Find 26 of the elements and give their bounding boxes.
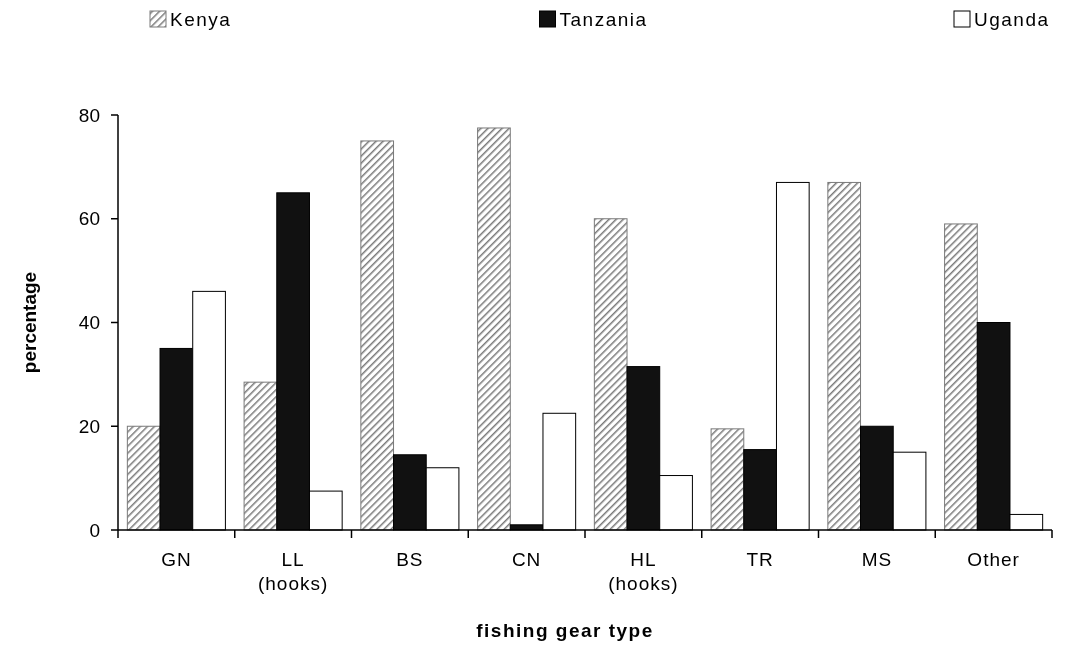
x-tick-label: GN: [161, 549, 192, 570]
x-tick-label: MS: [861, 549, 893, 570]
legend-label: Uganda: [974, 9, 1050, 30]
legend-label: Tanzania: [559, 9, 648, 30]
legend-label: Kenya: [170, 9, 232, 30]
bar: [477, 127, 511, 531]
x-tick-label: CN: [511, 549, 542, 570]
bar: [827, 181, 862, 531]
y-tick-label: 20: [78, 415, 100, 437]
bar: [944, 223, 978, 531]
bar: [243, 381, 278, 531]
y-axis-title: percentage: [19, 271, 40, 374]
y-tick-label: 80: [78, 104, 100, 126]
y-tick-label: 60: [78, 208, 100, 230]
x-tick-label: BS: [396, 549, 424, 570]
x-tick-label: TR: [746, 549, 774, 570]
x-axis-title: fishing gear type: [476, 620, 654, 641]
x-tick-label: LL (hooks): [257, 549, 329, 594]
bar: [360, 140, 395, 531]
x-tick-label: HL (hooks): [608, 549, 679, 594]
x-tick-label: Other: [967, 549, 1020, 570]
bar: [593, 218, 628, 531]
bar: [710, 428, 745, 531]
y-tick-label: 0: [89, 519, 100, 541]
y-tick-label: 40: [78, 312, 100, 334]
bar: [126, 425, 161, 531]
